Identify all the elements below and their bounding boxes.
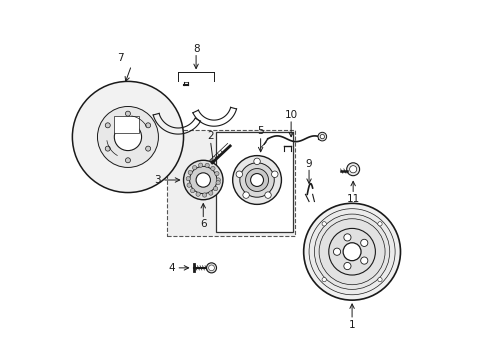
Circle shape — [343, 262, 350, 270]
Circle shape — [239, 163, 274, 197]
Circle shape — [232, 156, 281, 204]
Text: 3: 3 — [154, 175, 161, 185]
Circle shape — [253, 158, 260, 165]
Bar — [167, 130, 294, 235]
Circle shape — [360, 239, 367, 247]
Circle shape — [216, 180, 220, 185]
Circle shape — [186, 183, 191, 187]
Circle shape — [303, 203, 400, 300]
Text: 4: 4 — [168, 263, 175, 273]
Circle shape — [333, 248, 340, 255]
Circle shape — [97, 107, 158, 167]
Circle shape — [125, 111, 130, 116]
Circle shape — [346, 163, 359, 176]
Text: 11: 11 — [346, 194, 359, 204]
Circle shape — [236, 171, 242, 177]
Circle shape — [145, 146, 150, 151]
Circle shape — [206, 263, 216, 273]
Circle shape — [317, 132, 326, 141]
Text: 7: 7 — [117, 53, 124, 63]
Text: 2: 2 — [207, 131, 213, 141]
Circle shape — [105, 123, 110, 128]
Circle shape — [322, 278, 325, 282]
Circle shape — [210, 166, 215, 171]
Circle shape — [202, 193, 206, 197]
Circle shape — [319, 219, 384, 285]
Circle shape — [114, 123, 142, 150]
Circle shape — [314, 214, 389, 289]
Circle shape — [243, 192, 249, 198]
Circle shape — [245, 168, 268, 192]
Circle shape — [214, 171, 219, 176]
Text: 8: 8 — [192, 44, 199, 54]
Circle shape — [192, 166, 196, 170]
Bar — [215, 132, 292, 232]
Circle shape — [250, 174, 263, 186]
Circle shape — [204, 163, 209, 168]
Circle shape — [343, 243, 360, 261]
Circle shape — [72, 81, 183, 193]
Circle shape — [190, 189, 194, 193]
Circle shape — [216, 178, 220, 182]
Circle shape — [125, 158, 130, 163]
Circle shape — [208, 191, 212, 195]
Circle shape — [213, 186, 217, 191]
Circle shape — [208, 265, 214, 271]
Circle shape — [196, 173, 210, 187]
Circle shape — [188, 170, 192, 175]
Circle shape — [105, 146, 110, 151]
Text: 5: 5 — [257, 126, 264, 136]
Text: 9: 9 — [305, 159, 312, 169]
Bar — [113, 116, 139, 134]
Text: 1: 1 — [348, 320, 355, 329]
Circle shape — [183, 160, 223, 200]
Circle shape — [322, 222, 325, 226]
Circle shape — [360, 257, 367, 264]
Circle shape — [264, 192, 271, 198]
Circle shape — [198, 163, 203, 167]
Circle shape — [349, 166, 356, 173]
Circle shape — [308, 209, 394, 295]
Circle shape — [320, 134, 324, 139]
Circle shape — [377, 222, 381, 226]
Circle shape — [186, 176, 190, 181]
Circle shape — [377, 278, 381, 282]
Circle shape — [189, 166, 217, 194]
Circle shape — [271, 171, 278, 177]
Circle shape — [343, 234, 350, 241]
Text: 6: 6 — [200, 219, 206, 229]
Circle shape — [196, 192, 200, 196]
Circle shape — [328, 228, 375, 275]
Text: 10: 10 — [284, 111, 297, 121]
Circle shape — [145, 123, 150, 128]
